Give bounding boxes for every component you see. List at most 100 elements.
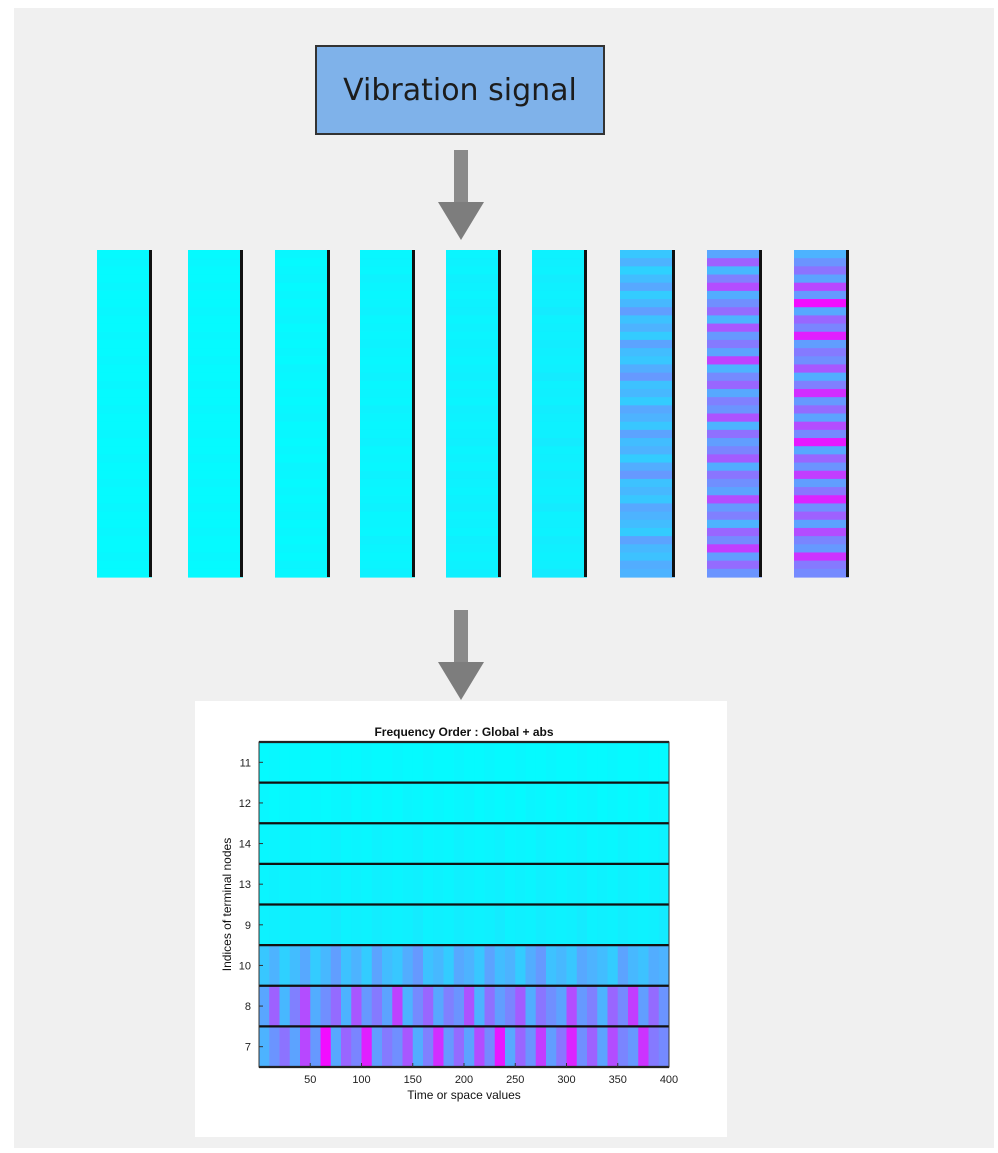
strip-cell [707,315,762,325]
heatmap-cell [433,985,444,1027]
strip-cell [707,282,762,292]
strip-cell [532,299,587,308]
decomposition-strip [97,250,152,578]
strip-cell [275,503,330,513]
strip-cell [275,519,330,529]
heatmap-cell [617,863,629,905]
strip-cell [97,299,152,308]
heatmap-cell [505,742,516,784]
strip-cell [188,462,243,472]
strip-cell [360,356,415,366]
strip-cell [620,323,675,333]
strip-cell [707,258,762,267]
heatmap-cell [402,985,414,1027]
heatmap-cell [556,1026,567,1068]
strip-cell [97,258,152,267]
decomposition-strip [620,250,675,578]
heatmap-cell [648,863,660,905]
strip-cell [275,462,330,472]
heatmap-cell [607,863,619,905]
strip-cell [794,397,849,406]
strip-cell [97,511,152,521]
strip-cell [275,405,330,415]
strip-cell [446,462,501,472]
strip-cell [360,454,415,464]
strip-cell [360,380,415,390]
heatmap-cell [279,782,291,824]
strip-cell [794,446,849,455]
strip-cell [188,413,243,423]
strip-cell [620,560,675,570]
strip-cell [360,331,415,341]
heatmap-cell [576,985,588,1027]
heatmap-cell [658,904,670,946]
strip-cell [360,364,415,374]
heatmap-cell [648,985,660,1027]
heatmap-cell [382,985,393,1027]
heatmap-cell [638,823,649,865]
heatmap-cell [587,904,598,946]
heatmap-cell [464,1026,475,1068]
heatmap-cell [361,985,373,1027]
heatmap-cell [556,782,567,824]
heatmap-cell [269,742,280,784]
strip-edge [498,250,501,577]
strip-cell [707,290,762,300]
heatmap-cell [443,782,455,824]
heatmap-cell [382,782,393,824]
strip-cell [97,339,152,349]
strip-cell [620,511,675,521]
strip-cell [532,544,587,554]
heatmap-cell [628,863,639,905]
heatmap-cell [433,863,444,905]
strip-cell [532,413,587,423]
strip-cell [97,568,152,578]
strip-cell [794,462,849,472]
heatmap-cell [628,782,639,824]
heatmap-cell [505,863,516,905]
strip-cell [707,274,762,284]
strip-cell [188,364,243,374]
strip-cell [794,560,849,570]
heatmap-cell [423,823,434,865]
heatmap-cell [587,782,598,824]
heatmap-cell [617,945,629,987]
strip-cell [794,478,849,488]
heatmap-cell [453,742,465,784]
heatmap-cell [433,742,444,784]
heatmap-cell [453,1026,465,1068]
strip-cell [532,536,587,545]
heatmap-cell [484,945,496,987]
heatmap-cell [320,1026,332,1068]
heatmap-cell [453,782,465,824]
strip-cell [794,331,849,341]
strip-cell [188,274,243,284]
strip-cell [97,552,152,562]
strip-cell [97,446,152,455]
heatmap-cell [259,904,270,946]
strip-cell [188,503,243,513]
strip-cell [707,348,762,357]
heatmap-cell [402,863,414,905]
heatmap-cell [566,863,578,905]
strip-cell [446,339,501,349]
strip-cell [620,372,675,382]
heatmap-cell [628,904,639,946]
heatmap-cell [453,945,465,987]
strip-cell [446,405,501,415]
y-tick-label: 9 [245,920,251,932]
strip-cell [360,323,415,333]
strip-cell [446,470,501,480]
heatmap-cell [320,782,332,824]
heatmap-cell [484,782,496,824]
strip-cell [446,372,501,382]
strip-cell [532,315,587,325]
strip-cell [188,356,243,366]
strip-cell [275,282,330,292]
strip-cell [97,478,152,488]
strip-cell [97,495,152,505]
strip-cell [620,421,675,431]
strip-cell [360,511,415,521]
strip-cell [360,250,415,259]
heatmap-cell [494,782,506,824]
